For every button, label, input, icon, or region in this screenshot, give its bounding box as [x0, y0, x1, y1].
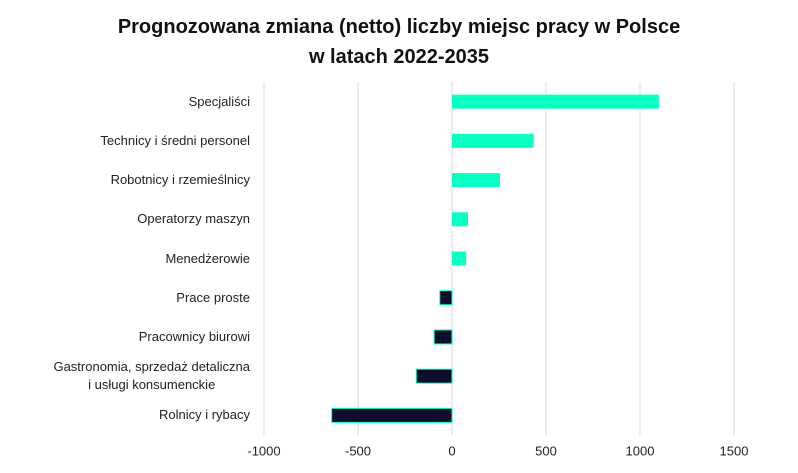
y-tick-label: Technicy i średni personel: [100, 132, 250, 148]
chart-title: Prognozowana zmiana (netto) liczby miejs…: [117, 16, 681, 68]
x-tick-label: 1500: [720, 443, 749, 458]
bar: [415, 368, 453, 384]
bar: [452, 251, 467, 266]
x-tick-label: -500: [345, 443, 371, 458]
y-tick-label: Operatorzy maszyn: [137, 211, 250, 227]
bar: [331, 407, 453, 423]
y-tick-label: Gastronomia, sprzedaż detaliczna i usług…: [53, 359, 250, 393]
x-tick-label: -1000: [247, 443, 280, 458]
y-tick-label: Menedżerowie: [165, 250, 250, 266]
bar: [452, 133, 534, 148]
x-tick-label: 1000: [626, 443, 655, 458]
x-tick-label: 0: [448, 443, 455, 458]
bar: [433, 329, 453, 345]
y-tick-label: Prace proste: [176, 289, 250, 305]
bar: [439, 290, 453, 306]
y-tick-label: Robotnicy i rzemieślnicy: [110, 172, 250, 188]
y-tick-label: Pracownicy biurowi: [138, 328, 250, 344]
x-tick-label: 500: [535, 443, 557, 458]
bar: [452, 94, 659, 109]
bar: [452, 173, 500, 188]
bar: [452, 212, 468, 227]
y-tick-label: Rolnicy i rybacy: [158, 407, 250, 423]
y-tick-label: Specjaliści: [188, 93, 250, 109]
